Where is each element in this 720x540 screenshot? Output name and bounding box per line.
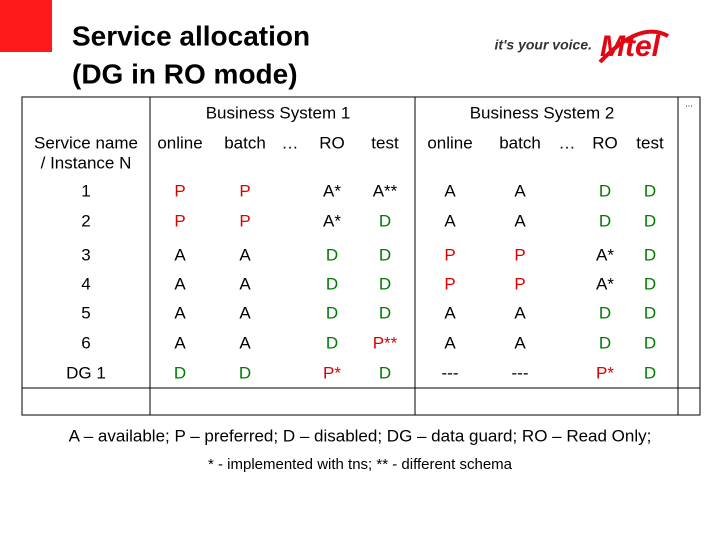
logo-brand: Mtel (600, 30, 661, 63)
table-cell: D (239, 363, 251, 382)
row-label: 2 (81, 211, 90, 230)
table-cell: A (514, 211, 526, 230)
column-header: online (157, 133, 202, 152)
table-cell: A (514, 181, 526, 200)
table-cell: A (239, 333, 251, 352)
table-cell: D (326, 274, 338, 293)
table-cell: D (599, 211, 611, 230)
title-line: (DG in RO mode) (72, 58, 298, 89)
table-cell: A (174, 274, 186, 293)
legend-line: * - implemented with tns; ** - different… (208, 456, 513, 473)
column-header: Service name (34, 133, 138, 152)
table-cell: D (379, 303, 391, 322)
column-header: … (282, 133, 299, 152)
table-cell: A (239, 245, 251, 264)
table-cell: D (326, 245, 338, 264)
table-cell: A* (596, 274, 614, 293)
table-cell: P (239, 181, 250, 200)
table-cell: D (644, 303, 656, 322)
table-cell: P* (596, 363, 614, 382)
table-cell: A** (373, 181, 398, 200)
logo-slogan: it's your voice. (495, 37, 592, 53)
table-cell: D (326, 333, 338, 352)
column-header: batch (224, 133, 266, 152)
table-cell: --- (512, 363, 529, 382)
table-cell: A (444, 211, 456, 230)
table-cell: A (444, 333, 456, 352)
table-cell: P (174, 181, 185, 200)
table-cell: A (239, 303, 251, 322)
title-line: Service allocation (72, 20, 310, 51)
column-header: test (636, 133, 664, 152)
column-header: batch (499, 133, 541, 152)
table-cell: P** (373, 333, 398, 352)
row-label: DG 1 (66, 363, 106, 382)
legend-line: A – available; P – preferred; D – disabl… (69, 426, 652, 445)
table-cell: D (174, 363, 186, 382)
table-cell: D (644, 245, 656, 264)
column-header: / Instance N (41, 153, 132, 172)
table-cell: D (644, 181, 656, 200)
table-cell: D (326, 303, 338, 322)
table-cell: D (599, 303, 611, 322)
group-header: Business System 2 (470, 103, 615, 122)
table-cell: A* (596, 245, 614, 264)
row-label: 4 (81, 274, 90, 293)
logo-swoosh (598, 29, 669, 64)
table-cell: D (644, 363, 656, 382)
table-cell: A* (323, 211, 341, 230)
column-header: online (427, 133, 472, 152)
table-cell: P (444, 245, 455, 264)
table-cell: D (644, 274, 656, 293)
table-cell: P (444, 274, 455, 293)
table-cell: A (174, 245, 186, 264)
table-cell: D (599, 181, 611, 200)
row-label: 3 (81, 245, 90, 264)
table-cell: A (444, 303, 456, 322)
row-label: 5 (81, 303, 90, 322)
table-cell: P (174, 211, 185, 230)
table-cell: A (444, 181, 456, 200)
column-header: RO (319, 133, 345, 152)
column-header: RO (592, 133, 618, 152)
corner-mark: ... (685, 98, 693, 108)
column-header: test (371, 133, 399, 152)
table-cell: A (514, 333, 526, 352)
table-cell: --- (442, 363, 459, 382)
table-cell: D (644, 211, 656, 230)
table-cell: P* (323, 363, 341, 382)
table-border (21, 96, 701, 416)
row-label: 6 (81, 333, 90, 352)
table-cell: A (239, 274, 251, 293)
table-cell: P (514, 274, 525, 293)
table-cell: D (379, 211, 391, 230)
table-cell: A (174, 333, 186, 352)
row-label: 1 (81, 181, 90, 200)
table-cell: A (174, 303, 186, 322)
red-square (0, 0, 52, 52)
table-cell: D (379, 274, 391, 293)
table-cell: D (599, 333, 611, 352)
table-cell: A (514, 303, 526, 322)
table-cell: P (514, 245, 525, 264)
table: ... Business System 1 Business System 2 … (21, 96, 701, 416)
table-cell: A* (323, 181, 341, 200)
group-header: Business System 1 (206, 103, 351, 122)
table-cell: D (379, 363, 391, 382)
column-header: … (559, 133, 576, 152)
table-cell: D (379, 245, 391, 264)
table-cell: D (644, 333, 656, 352)
table-cell: P (239, 211, 250, 230)
